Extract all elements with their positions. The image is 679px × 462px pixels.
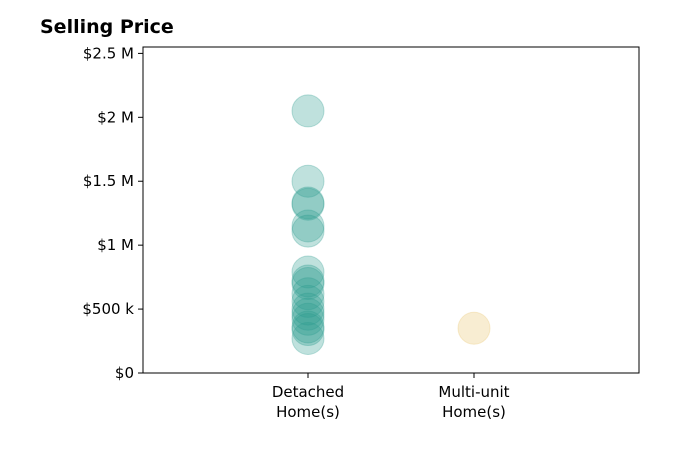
data-point-0-14 [291, 310, 325, 344]
x-tick-label-1: Multi-unit Home(s) [438, 383, 509, 421]
data-point-0-11 [291, 292, 325, 326]
y-tick-label-5: $2.5 M [83, 44, 134, 62]
data-point-0-2 [291, 186, 325, 220]
data-point-0-15 [291, 313, 325, 347]
y-tick-label-1: $500 k [82, 300, 134, 318]
data-point-0-5 [291, 214, 325, 248]
data-point-0-7 [291, 264, 325, 298]
data-point-0-13 [291, 302, 325, 336]
chart-title: Selling Price [40, 16, 174, 38]
y-tick-label-0: $0 [115, 364, 134, 382]
data-point-0-16 [291, 321, 325, 355]
data-point-0-3 [291, 187, 325, 221]
data-point-0-6 [291, 255, 325, 289]
data-point-0-1 [291, 164, 325, 198]
x-axis: Detached Home(s) Multi-unit Home(s) [272, 373, 510, 421]
data-point-1-0 [457, 311, 491, 345]
points-layer [291, 94, 491, 355]
data-point-0-10 [291, 284, 325, 318]
data-point-0-9 [291, 277, 325, 311]
plot-frame [142, 46, 640, 374]
y-tick-label-4: $2 M [97, 108, 134, 126]
x-tick-label-0: Detached Home(s) [272, 383, 344, 421]
data-point-0-8 [291, 267, 325, 301]
data-point-0-0 [291, 94, 325, 128]
data-point-0-12 [291, 297, 325, 331]
y-tick-label-2: $1 M [97, 236, 134, 254]
data-point-0-4 [291, 209, 325, 243]
y-tick-label-3: $1.5 M [83, 172, 134, 190]
y-axis: $0 $500 k $1 M $1.5 M $2 M $2.5 M [82, 44, 143, 382]
